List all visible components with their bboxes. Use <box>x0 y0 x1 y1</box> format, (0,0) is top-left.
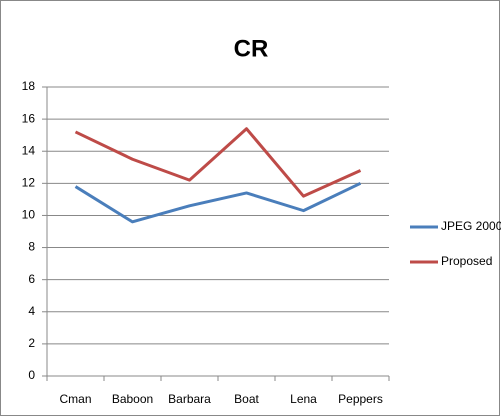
y-tick-label: 12 <box>22 176 36 190</box>
y-tick-label: 8 <box>28 240 35 254</box>
chart-title: CR <box>234 35 269 62</box>
x-tick-label: Barbara <box>168 392 211 406</box>
legend-label: JPEG 2000 <box>441 219 501 233</box>
y-tick-label: 10 <box>22 208 36 222</box>
x-tick-label: Baboon <box>112 392 153 406</box>
y-tick-label: 18 <box>22 79 36 93</box>
y-tick-label: 14 <box>22 143 36 157</box>
x-tick-label: Lena <box>290 392 317 406</box>
y-tick-label: 4 <box>28 304 35 318</box>
legend-label: Proposed <box>441 254 492 268</box>
y-tick-label: 16 <box>22 111 36 125</box>
x-tick-label: Boat <box>234 392 259 406</box>
line-series <box>74 127 362 198</box>
x-tick-label: Peppers <box>338 392 383 406</box>
line-series <box>74 181 362 224</box>
y-tick-label: 6 <box>28 272 35 286</box>
x-tick-label: Cman <box>59 392 91 406</box>
y-tick-label: 2 <box>28 336 35 350</box>
y-tick-label: 0 <box>28 368 35 382</box>
